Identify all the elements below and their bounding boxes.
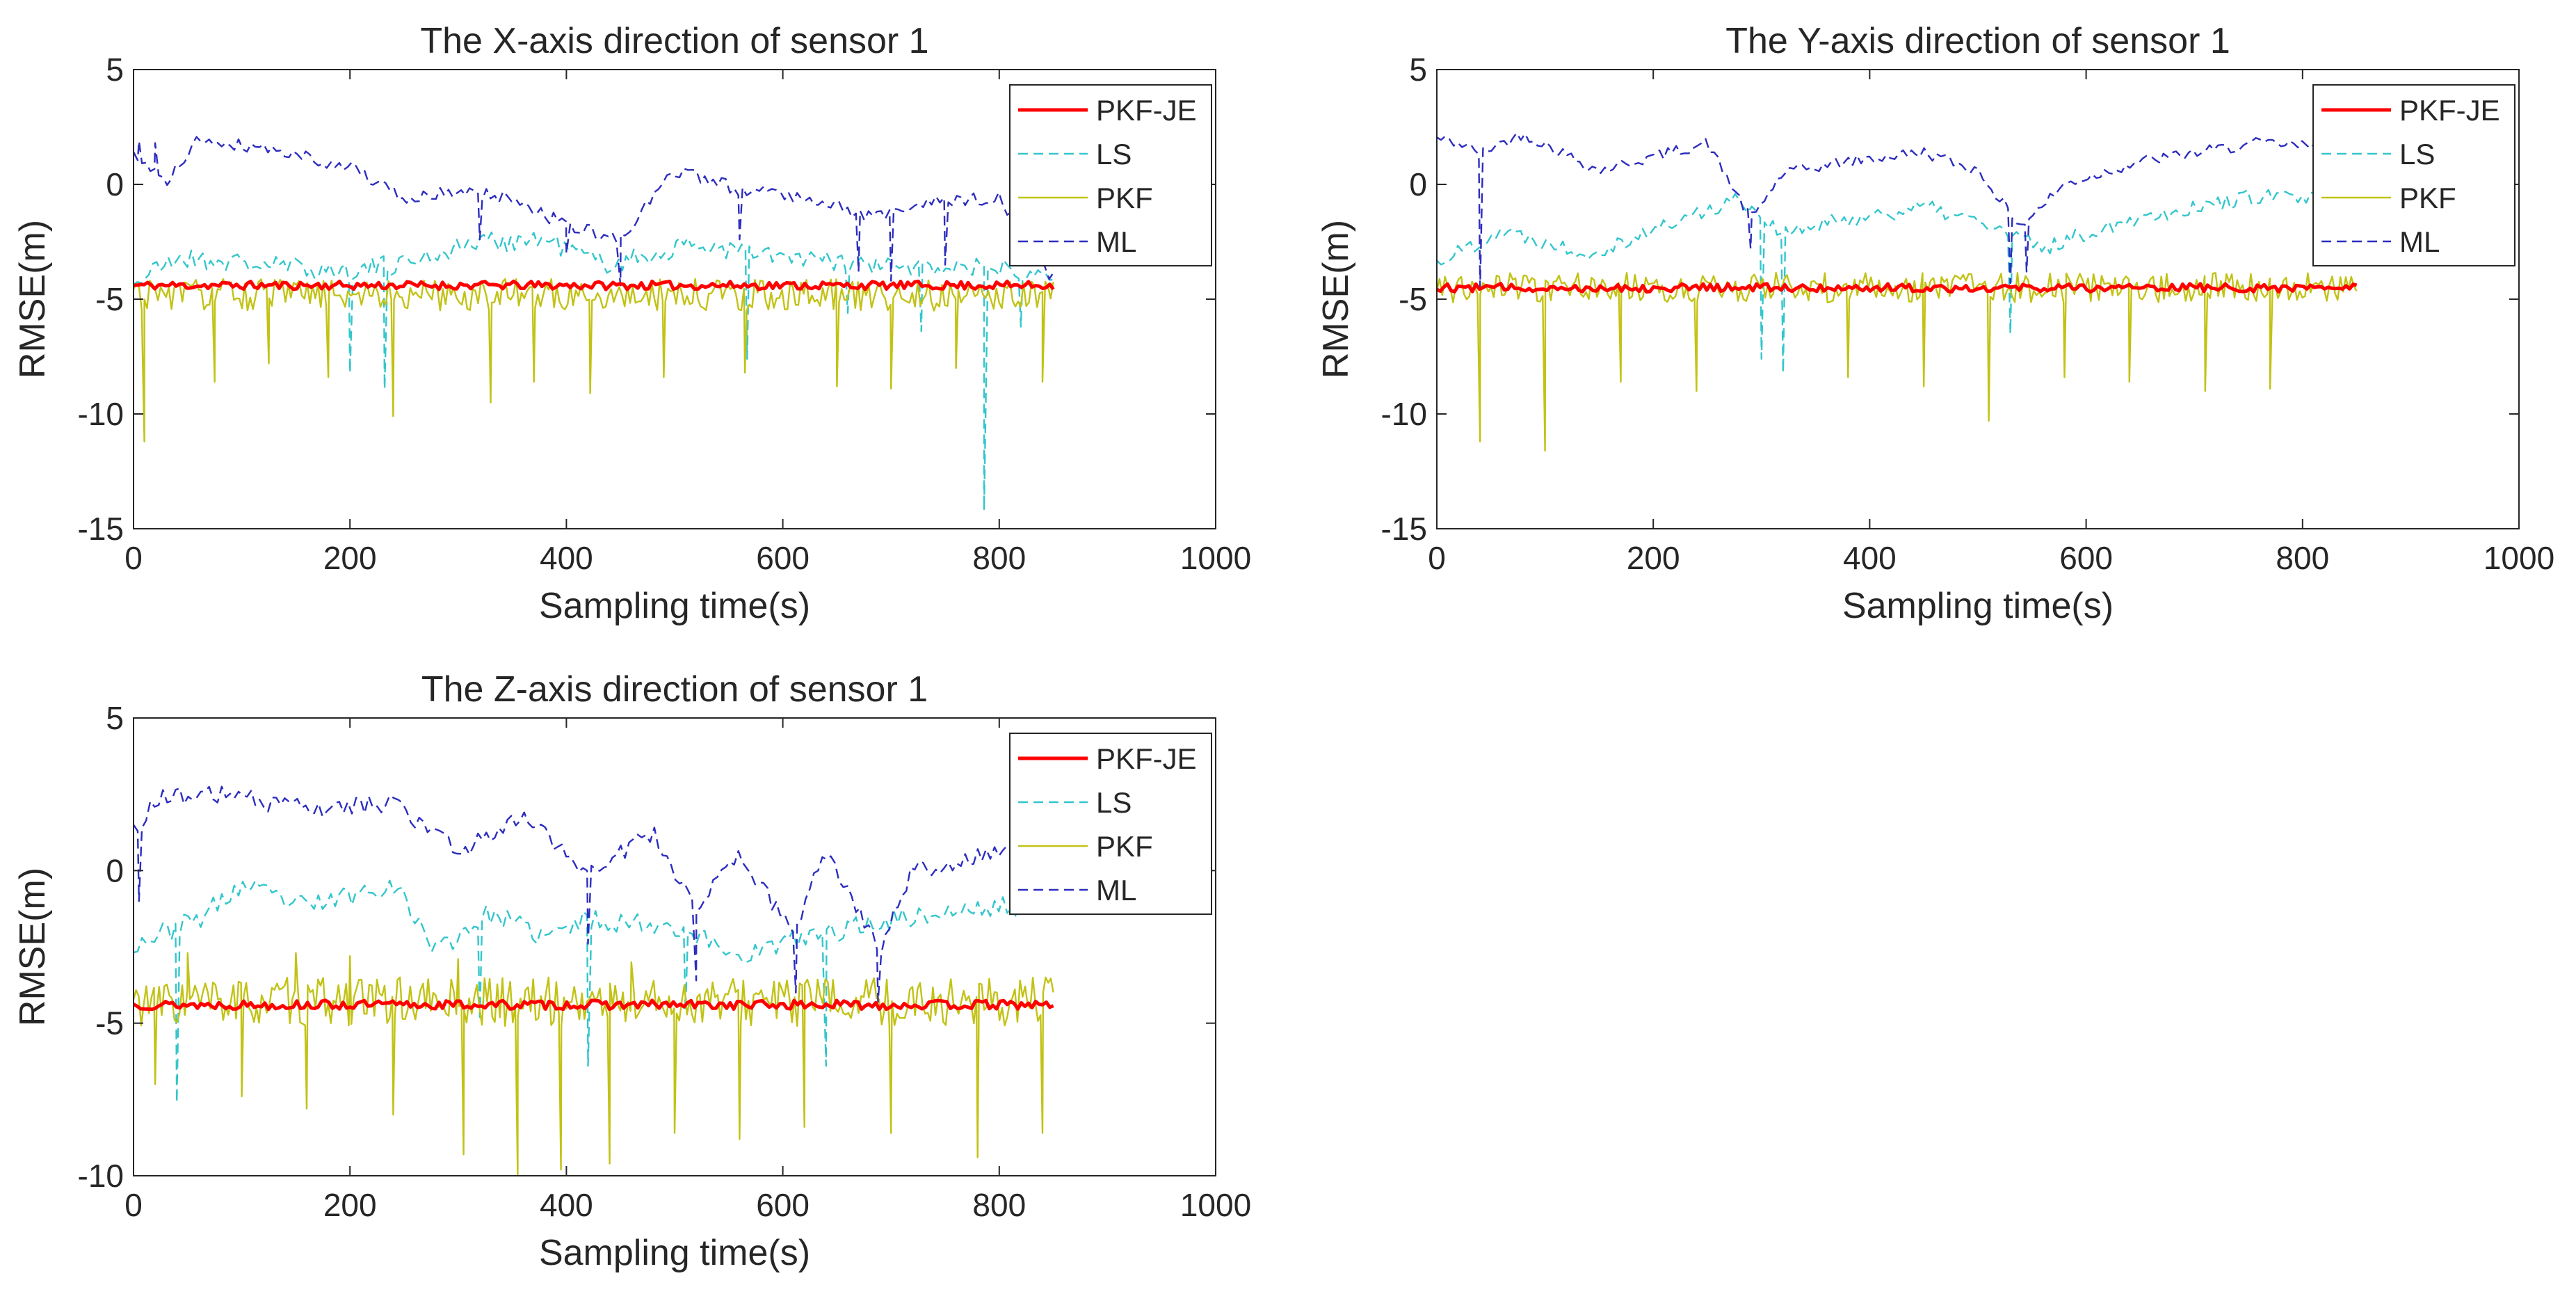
chart-title: The Z-axis direction of sensor 1	[421, 669, 928, 710]
y-axis-label: RMSE(m)	[13, 220, 53, 378]
legend-label-pkf-je: PKF-JE	[1096, 94, 1197, 127]
y-tick-label: -15	[1381, 511, 1427, 547]
legend-label-pkf: PKF	[1096, 182, 1153, 214]
chart-1: 0 200 400 600 800 1000 -15 -10 -5 0 5 The X-axis di…	[13, 21, 1251, 626]
legend-label-pkf: PKF	[2399, 182, 2456, 214]
x-tick-label: 200	[323, 540, 377, 576]
legend: PKF-JE LS PKF ML	[1009, 733, 1212, 915]
y-tick-label: 0	[1409, 166, 1427, 202]
x-tick-label: 800	[972, 540, 1026, 576]
series-line-ml	[134, 136, 1054, 287]
y-axis-label: RMSE(m)	[13, 868, 53, 1026]
chart-title: The Y-axis direction of sensor 1	[1725, 21, 2230, 61]
x-tick-label: 600	[2059, 540, 2113, 576]
x-tick-label: 200	[1627, 540, 1680, 576]
y-tick-label: 0	[106, 166, 124, 202]
legend-box	[1009, 733, 1212, 915]
legend-box	[2312, 84, 2515, 266]
legend-label-ls: LS	[2399, 138, 2435, 170]
y-tick-label: -10	[1381, 396, 1427, 432]
legend-label-ls: LS	[1096, 138, 1132, 170]
x-tick-label: 1000	[2484, 540, 2554, 576]
series-line-pkf	[134, 278, 1054, 442]
y-tick-label: -10	[78, 1158, 124, 1194]
axes-box	[133, 717, 1216, 1176]
legend: PKF-JE LS PKF ML	[1009, 84, 1212, 266]
y-axis-label: RMSE(m)	[1316, 220, 1356, 378]
series-line-ml	[134, 785, 1054, 1003]
legend: PKF-JE LS PKF ML	[2312, 84, 2515, 266]
legend-box	[1009, 84, 1212, 266]
x-tick-label: 400	[540, 540, 593, 576]
x-axis-label: Sampling time(s)	[539, 1233, 810, 1273]
legend-label-pkf: PKF	[1096, 830, 1153, 863]
y-tick-label: -10	[78, 396, 124, 432]
series-line-ml	[1437, 131, 2358, 289]
x-tick-label: 0	[124, 540, 143, 576]
chart-3: 0 200 400 600 800 1000 -10 -5 0 5 The Z-axis direc…	[13, 669, 1251, 1273]
series-group	[1437, 131, 2358, 452]
y-tick-label: -5	[1399, 281, 1427, 317]
legend-label-pkf-je: PKF-JE	[2399, 94, 2500, 127]
series-line-ls	[1437, 189, 2358, 374]
x-tick-label: 0	[1428, 540, 1446, 576]
x-axis-label: Sampling time(s)	[1842, 586, 2114, 626]
y-tick-label: -15	[78, 511, 124, 547]
x-tick-label: 200	[323, 1187, 377, 1223]
series-line-pkf	[134, 952, 1054, 1176]
series-group	[134, 785, 1054, 1176]
series-line-pkf-je	[134, 279, 1055, 292]
x-tick-label: 800	[2276, 540, 2329, 576]
chart-2: 0 200 400 600 800 1000 -15 -10 -5 0 5 The Y-axis di…	[1316, 21, 2554, 626]
legend-label-ml: ML	[1096, 225, 1136, 258]
series-line-ls	[134, 879, 1054, 1103]
legend-label-ml: ML	[2399, 225, 2440, 258]
chart-title: The X-axis direction of sensor 1	[420, 21, 928, 61]
x-tick-label: 1000	[1180, 1187, 1251, 1223]
x-tick-label: 600	[756, 1187, 810, 1223]
x-tick-label: 600	[756, 540, 810, 576]
legend-label-pkf-je: PKF-JE	[1096, 742, 1197, 775]
series-group	[134, 136, 1055, 511]
legend-label-ls: LS	[1096, 786, 1132, 819]
legend-label-ml: ML	[1096, 874, 1136, 907]
x-tick-label: 1000	[1180, 540, 1251, 576]
x-axis-label: Sampling time(s)	[539, 586, 810, 626]
y-tick-label: -5	[95, 1005, 124, 1041]
x-tick-label: 400	[540, 1187, 593, 1223]
x-tick-label: 800	[972, 1187, 1026, 1223]
series-line-pkf-je	[134, 998, 1054, 1012]
y-tick-label: 0	[106, 852, 124, 888]
y-tick-label: -5	[95, 281, 124, 317]
series-line-pkf-je	[1437, 282, 2358, 294]
x-tick-label: 0	[124, 1187, 143, 1223]
x-tick-label: 400	[1843, 540, 1897, 576]
y-tick-label: 5	[106, 51, 124, 88]
series-line-pkf	[1437, 271, 2358, 452]
y-tick-label: 5	[106, 700, 124, 736]
y-tick-label: 5	[1409, 51, 1427, 88]
